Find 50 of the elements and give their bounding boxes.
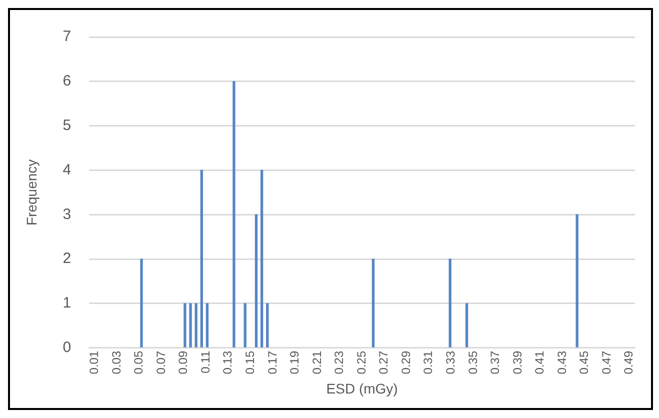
x-tick-label: 0.29 [398, 350, 413, 374]
bar [232, 81, 236, 348]
x-tick-label: 0.01 [87, 350, 102, 374]
x-tick-label: 0.17 [265, 350, 280, 374]
bar [448, 258, 452, 348]
x-axis-title: ESD (mGy) [326, 380, 398, 396]
bar [200, 170, 203, 348]
y-tick-label: 3 [62, 206, 72, 223]
bar [184, 303, 186, 348]
y-tick-label: 4 [62, 161, 72, 178]
x-tick-label: 0.33 [444, 350, 458, 374]
x-tick-label: 0.37 [488, 350, 502, 374]
x-tick-label: 0.31 [421, 350, 436, 374]
y-tick-label: 6 [62, 72, 72, 90]
x-tick-label: 0.07 [154, 350, 168, 374]
bar [266, 303, 269, 348]
x-tick-label: 0.39 [510, 350, 524, 374]
bar [244, 303, 246, 348]
x-tick-label: 0.49 [622, 350, 636, 374]
bar [189, 303, 192, 348]
x-tick-label: 0.27 [376, 350, 391, 374]
bar [206, 303, 209, 348]
bar [194, 303, 198, 348]
x-tick-label: 0.13 [220, 350, 235, 374]
bar [465, 303, 468, 348]
bar [140, 258, 143, 348]
x-tick-label: 0.19 [288, 350, 302, 374]
y-tick-label: 1 [62, 294, 72, 312]
x-tick-label: 0.35 [466, 350, 480, 374]
x-tick-label: 0.15 [242, 350, 257, 374]
x-tick-label: 0.45 [577, 350, 592, 374]
x-tick-label: 0.23 [332, 350, 346, 374]
y-tick-label: 0 [62, 338, 72, 356]
x-tick-label: 0.43 [554, 350, 569, 374]
bar [254, 214, 258, 348]
x-tick-label: 0.21 [310, 350, 324, 374]
bar [260, 170, 264, 348]
x-tick-label: 0.05 [132, 350, 146, 374]
x-tick-label: 0.47 [599, 350, 614, 374]
x-tick-label: 0.41 [532, 350, 547, 374]
x-tick-label: 0.25 [354, 350, 368, 374]
bar [372, 258, 375, 348]
x-tick-label: 0.09 [176, 350, 190, 374]
bar [576, 214, 578, 348]
x-tick-label: 0.03 [109, 350, 124, 374]
y-tick-label: 2 [62, 250, 72, 268]
y-axis-title: Frequency [23, 159, 40, 226]
x-tick-label: 0.11 [198, 350, 212, 374]
y-tick-label: 7 [62, 28, 72, 46]
y-tick-label: 5 [62, 116, 72, 134]
